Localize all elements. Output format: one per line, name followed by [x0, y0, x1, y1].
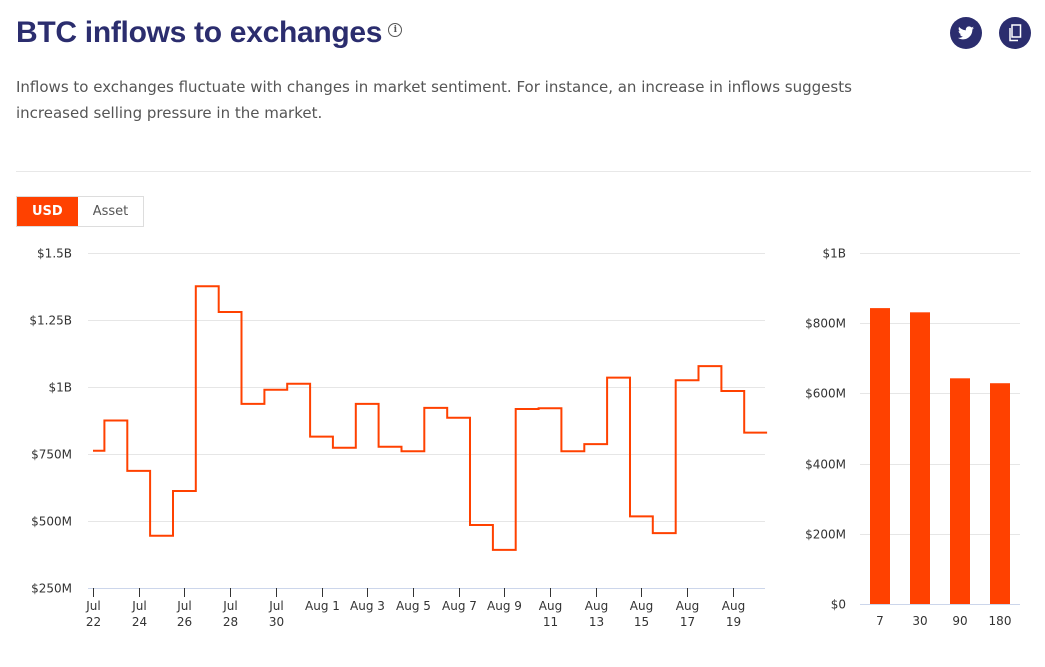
x-tick-label-line2: 26 — [177, 615, 192, 629]
x-tick-label-line2: 17 — [680, 615, 695, 629]
copy-button[interactable] — [999, 17, 1031, 49]
page-title: BTC inflows to exchanges i — [16, 16, 403, 50]
bar-x-tick-label: 90 — [952, 614, 967, 628]
x-tick-label: Aug — [539, 599, 562, 613]
inflows-series-line — [93, 285, 768, 551]
twitter-share-button[interactable] — [950, 17, 982, 49]
currency-toggle[interactable]: USD Asset — [16, 196, 145, 227]
bar-90[interactable] — [950, 378, 970, 604]
x-tick-label: Jul — [222, 599, 237, 613]
x-tick-label-line2: 15 — [634, 615, 649, 629]
x-tick-label: Aug 1 — [305, 599, 340, 613]
x-tick-label: Aug 3 — [350, 599, 385, 613]
x-tick-label: Jul — [268, 599, 283, 613]
y-tick-label: $250M — [31, 582, 72, 596]
x-tick-label: Aug — [676, 599, 699, 613]
x-tick-label: Aug — [630, 599, 653, 613]
bar-y-tick-label: $0 — [831, 598, 846, 612]
y-tick-label: $1.5B — [37, 247, 72, 261]
x-tick-label-line2: 30 — [269, 615, 284, 629]
x-tick-label-line2: 22 — [86, 615, 101, 629]
x-tick-label: Aug 9 — [487, 599, 522, 613]
bar-7[interactable] — [870, 308, 890, 604]
x-tick-label: Jul — [131, 599, 146, 613]
twitter-icon — [958, 26, 974, 40]
toggle-usd[interactable]: USD — [17, 197, 78, 226]
x-tick-label: Jul — [176, 599, 191, 613]
bar-x-tick-label: 180 — [989, 614, 1012, 628]
x-tick-label-line2: 24 — [132, 615, 147, 629]
y-tick-label: $750M — [31, 448, 72, 462]
description: Inflows to exchanges fluctuate with chan… — [16, 78, 852, 122]
x-tick-label-line2: 11 — [543, 615, 558, 629]
x-tick-label: Aug — [585, 599, 608, 613]
copy-icon — [1009, 24, 1022, 42]
x-tick-label: Jul — [85, 599, 100, 613]
info-icon[interactable]: i — [388, 23, 403, 38]
toggle-asset[interactable]: Asset — [92, 204, 129, 219]
x-tick-label-line2: 13 — [589, 615, 604, 629]
bar-30[interactable] — [910, 312, 930, 604]
bar-y-tick-label: $800M — [805, 317, 846, 331]
x-tick-label: Aug — [722, 599, 745, 613]
bar-y-tick-label: $600M — [805, 387, 846, 401]
x-tick-label-line2: 19 — [726, 615, 741, 629]
bar-180[interactable] — [990, 383, 1010, 604]
bar-y-tick-label: $1B — [822, 247, 846, 261]
y-tick-label: $1.25B — [29, 314, 72, 328]
bar-y-tick-label: $200M — [805, 528, 846, 542]
bar-x-tick-label: 7 — [876, 614, 884, 628]
title-text: BTC inflows to exchanges — [16, 16, 383, 49]
y-tick-label: $1B — [48, 381, 72, 395]
bar-x-tick-label: 30 — [912, 614, 927, 628]
divider — [16, 171, 1031, 172]
x-tick-label: Aug 7 — [442, 599, 477, 613]
bar-y-tick-label: $400M — [805, 458, 846, 472]
y-tick-label: $500M — [31, 515, 72, 529]
x-tick-label-line2: 28 — [223, 615, 238, 629]
x-tick-label: Aug 5 — [396, 599, 431, 613]
